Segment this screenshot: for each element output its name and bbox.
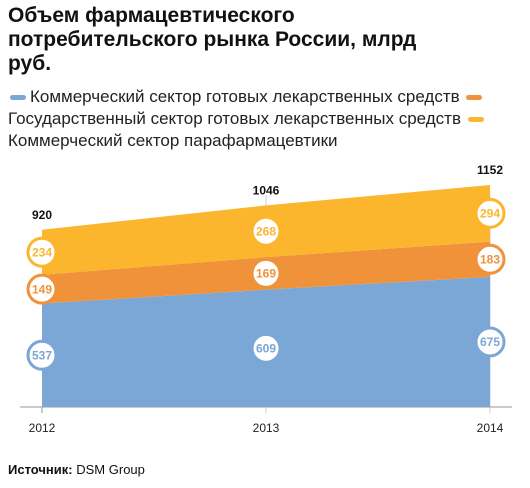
data-label: 675	[480, 335, 500, 349]
value-marker	[26, 339, 58, 371]
data-label: 149	[32, 282, 52, 296]
legend: Коммерческий сектор готовых лекарственны…	[8, 86, 523, 152]
source-label: Источник:	[8, 462, 73, 477]
data-label: 268	[256, 224, 276, 238]
x-tick-label: 2012	[29, 421, 56, 435]
legend-label: Коммерческий сектор готовых лекарственны…	[30, 87, 460, 106]
legend-swatch	[466, 95, 483, 101]
x-tick-label: 2013	[253, 421, 280, 435]
total-label: 1152	[477, 163, 503, 177]
source: Источник: DSM Group	[8, 462, 145, 477]
value-marker	[26, 273, 58, 305]
legend-item: Коммерческий сектор парафармацевтики	[8, 109, 488, 150]
value-marker	[474, 197, 506, 229]
total-label: 920	[32, 208, 52, 222]
value-marker	[250, 257, 282, 289]
value-marker	[250, 215, 282, 247]
data-label: 234	[32, 245, 52, 259]
data-label: 169	[256, 267, 276, 281]
source-text: DSM Group	[76, 462, 145, 477]
value-marker	[26, 236, 58, 268]
x-tick-label: 2014	[477, 421, 504, 435]
legend-swatch	[10, 95, 26, 101]
data-label: 609	[256, 341, 276, 355]
data-label: 183	[480, 252, 500, 266]
legend-swatch	[467, 117, 484, 123]
legend-label: Коммерческий сектор парафармацевтики	[8, 131, 338, 150]
legend-item: Коммерческий сектор готовых лекарственны…	[8, 87, 460, 106]
chart-title: Объем фармацевтического потребительского…	[8, 4, 417, 75]
data-label: 537	[32, 348, 52, 362]
legend-label: Государственный сектор готовых лекарстве…	[8, 109, 461, 128]
data-label: 294	[480, 207, 500, 221]
value-marker	[250, 332, 282, 364]
value-marker	[474, 243, 506, 275]
total-label: 1046	[253, 184, 280, 198]
value-marker	[474, 326, 506, 358]
legend-item: Государственный сектор готовых лекарстве…	[8, 87, 486, 128]
